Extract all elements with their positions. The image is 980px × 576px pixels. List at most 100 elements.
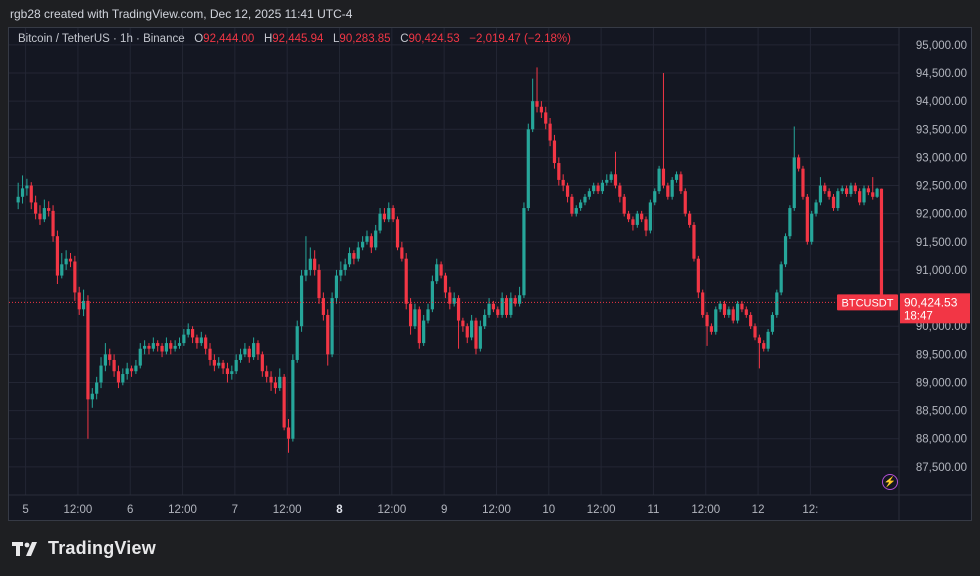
candle-body <box>788 208 792 237</box>
time-tick-label: 10 <box>542 504 555 516</box>
candle-body <box>618 185 622 197</box>
candle <box>34 195 38 220</box>
candle <box>417 306 421 349</box>
time-tick-label: 7 <box>232 504 238 516</box>
price-tick-label: 94,500.00 <box>916 68 967 80</box>
candle-body <box>443 275 448 293</box>
candle-body <box>365 236 369 242</box>
candle-body <box>557 163 561 180</box>
legend-open-label: O <box>194 33 204 45</box>
candle <box>247 345 251 363</box>
candle <box>391 205 395 223</box>
candle <box>526 123 530 211</box>
candle-body <box>169 343 173 349</box>
candle <box>531 78 535 133</box>
candle-body <box>631 219 635 225</box>
candle-body <box>435 264 439 282</box>
candle <box>823 182 827 194</box>
candle-body <box>252 343 256 358</box>
candle <box>539 101 543 119</box>
legend-low-value: 90,283.85 <box>339 33 391 45</box>
candle <box>635 210 639 228</box>
candle-body <box>400 247 404 259</box>
candle-body <box>374 230 378 248</box>
lightning-icon[interactable]: ⚡ <box>882 474 898 490</box>
candle <box>705 312 709 346</box>
candle <box>400 241 404 262</box>
price-tick-label: 88,500.00 <box>916 406 967 418</box>
candle <box>674 171 679 183</box>
candle-body <box>753 326 757 338</box>
candle-body <box>613 174 618 186</box>
time-tick-label: 12: <box>802 504 818 516</box>
candle <box>544 106 548 130</box>
candle <box>81 289 86 317</box>
candle <box>173 340 177 352</box>
grid-lines <box>9 28 899 495</box>
candle-body <box>648 202 652 231</box>
candle <box>361 236 365 251</box>
candle <box>570 193 574 217</box>
candle-body <box>583 196 587 203</box>
candle-body <box>116 371 121 383</box>
candle <box>20 175 25 204</box>
candle-body <box>844 188 849 194</box>
candle-body <box>448 292 452 304</box>
candle-body <box>55 236 60 276</box>
candle <box>709 323 714 335</box>
candle <box>731 306 735 324</box>
candle-body <box>744 309 748 315</box>
candle <box>330 292 334 358</box>
candle-body <box>238 354 243 360</box>
candle-body <box>73 261 77 293</box>
candle <box>265 365 269 383</box>
candle-body <box>99 365 103 383</box>
candle <box>29 182 33 210</box>
candle <box>238 348 243 363</box>
candle <box>683 188 687 217</box>
candle-body <box>818 185 823 203</box>
legend-symbol[interactable]: Bitcoin / TetherUS · 1h · Binance <box>18 33 185 45</box>
price-axis: 95,000.00 94,500.00 94,000.00 93,500.00 93,0… <box>916 40 967 474</box>
price-badge-countdown: 18:47 <box>904 310 933 322</box>
candle-body <box>862 188 866 203</box>
candle <box>317 264 321 304</box>
candle-body <box>265 371 269 377</box>
candle-body <box>330 298 334 355</box>
candle <box>648 199 652 234</box>
candle-body <box>836 191 840 209</box>
candle <box>439 261 443 279</box>
candle-body <box>190 329 195 338</box>
candlestick-chart[interactable]: 95,000.00 94,500.00 94,000.00 93,500.00 93,0… <box>9 28 971 520</box>
legend-high-value: 92,445.94 <box>272 33 324 45</box>
candle-body <box>156 343 160 346</box>
candle <box>339 261 343 282</box>
candle-body <box>858 191 862 203</box>
candle <box>334 269 339 304</box>
candle-body <box>164 343 169 352</box>
candle-body <box>247 348 251 358</box>
candle <box>147 343 151 355</box>
candle-body <box>792 157 796 209</box>
candle-body <box>256 343 260 355</box>
candle <box>347 247 352 268</box>
candle-body <box>866 188 870 193</box>
candle-body <box>16 196 20 203</box>
candle-body <box>151 343 155 349</box>
candle-body <box>552 140 557 164</box>
candle <box>579 199 583 211</box>
candle <box>121 368 125 386</box>
candle-body <box>705 314 709 327</box>
chart-panel[interactable]: 95,000.00 94,500.00 94,000.00 93,500.00 93,0… <box>8 27 972 521</box>
candle <box>108 348 112 366</box>
legend-low-label: L <box>333 33 340 45</box>
candle <box>212 354 216 372</box>
time-tick-label: 8 <box>336 504 343 516</box>
candle-body <box>212 359 216 366</box>
candle-body <box>439 264 443 276</box>
candle-body <box>875 188 879 197</box>
time-tick-label: 12:00 <box>691 504 720 516</box>
candle <box>382 208 387 223</box>
candle <box>321 292 325 321</box>
candle-body <box>727 309 731 315</box>
